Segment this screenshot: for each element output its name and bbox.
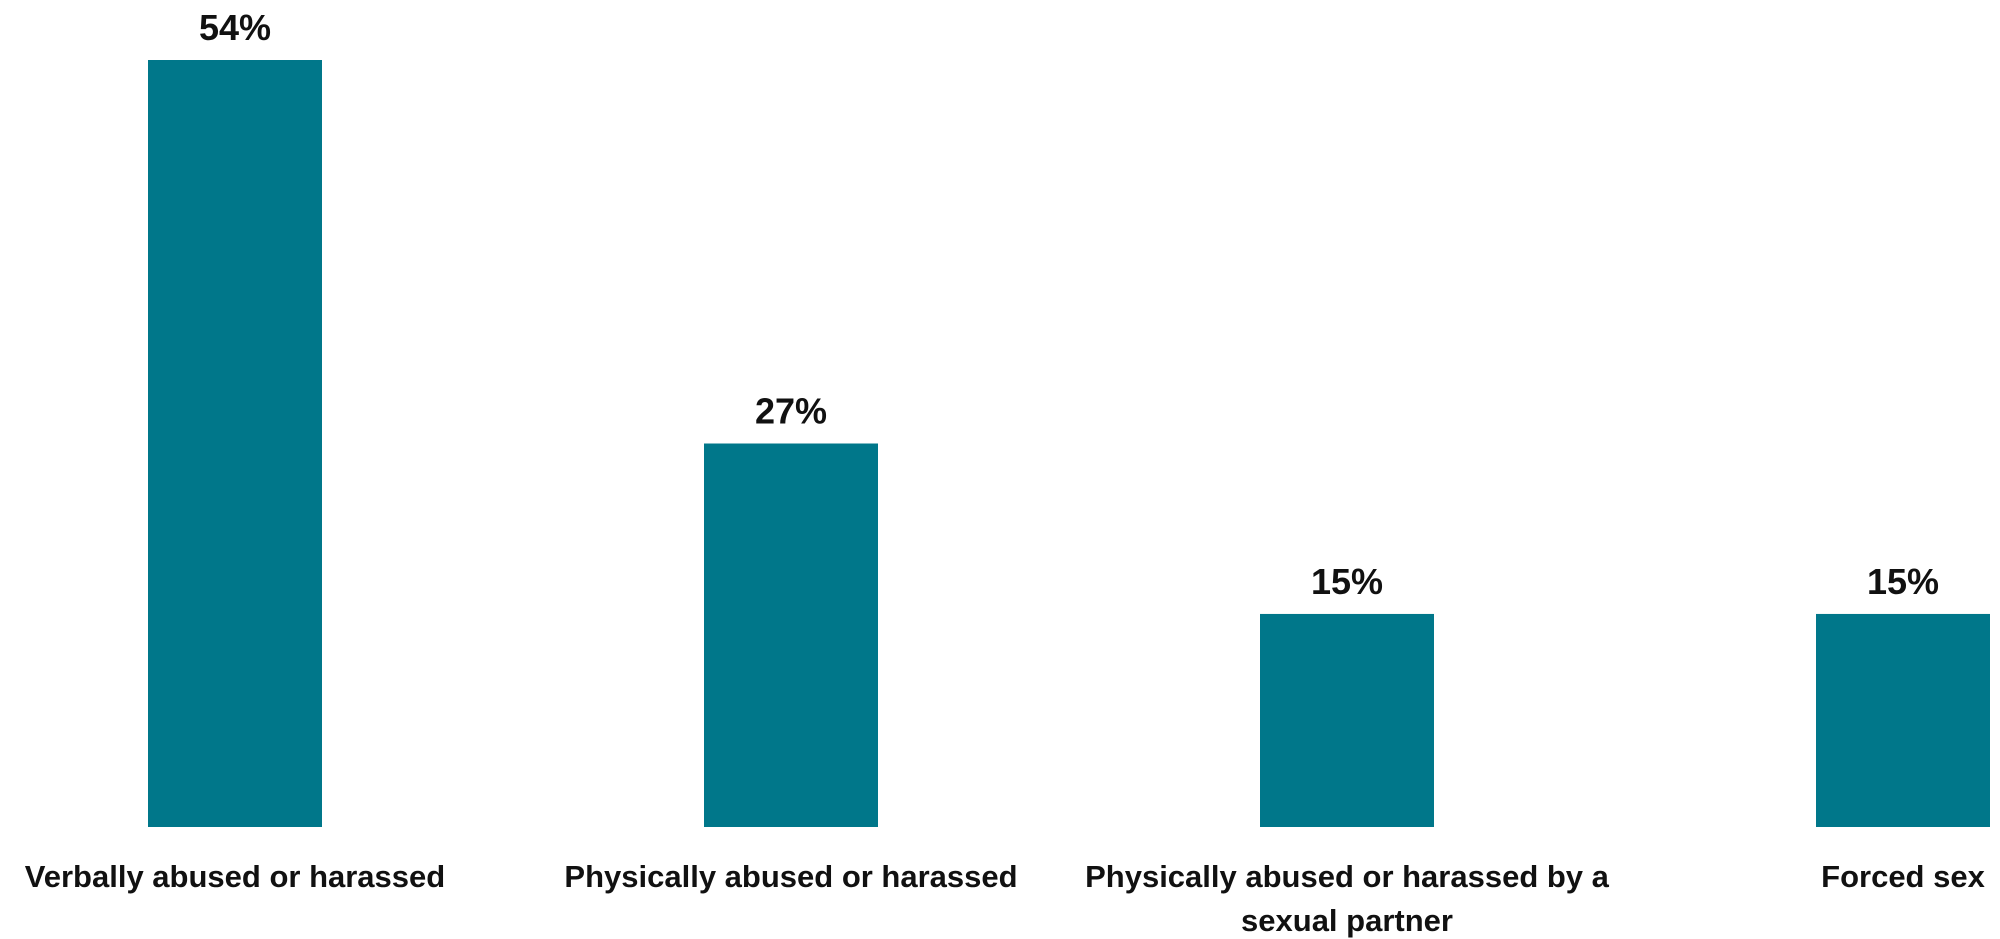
category-label-line: Verbally abused or harassed	[25, 859, 445, 894]
data-label-2: 27%	[755, 391, 827, 432]
bar-2	[704, 443, 878, 827]
category-label-line: sexual partner	[1241, 903, 1453, 938]
bar-3	[1260, 613, 1434, 827]
category-label-line: Physically abused or harassed by a	[1085, 859, 1610, 894]
category-label-3: Physically abused or harassed by a sexual…	[1085, 859, 1610, 938]
category-label-1: Verbally abused or harassed	[25, 859, 445, 894]
bar-4	[1816, 613, 1990, 827]
category-label-4: Forced sex	[1821, 859, 1985, 894]
bars-group	[148, 60, 1990, 827]
bar-1	[148, 60, 322, 827]
data-label-1: 54%	[199, 7, 271, 48]
value-labels-group: 54% 27% 15% 15%	[199, 7, 1939, 602]
data-label-4: 15%	[1867, 561, 1939, 602]
category-label-line: Physically abused or harassed	[564, 859, 1017, 894]
category-labels-group: Verbally abused or harassed Physically ab…	[25, 859, 1986, 938]
category-label-line: Forced sex	[1821, 859, 1985, 894]
data-label-3: 15%	[1311, 561, 1383, 602]
category-label-2: Physically abused or harassed	[564, 859, 1017, 894]
